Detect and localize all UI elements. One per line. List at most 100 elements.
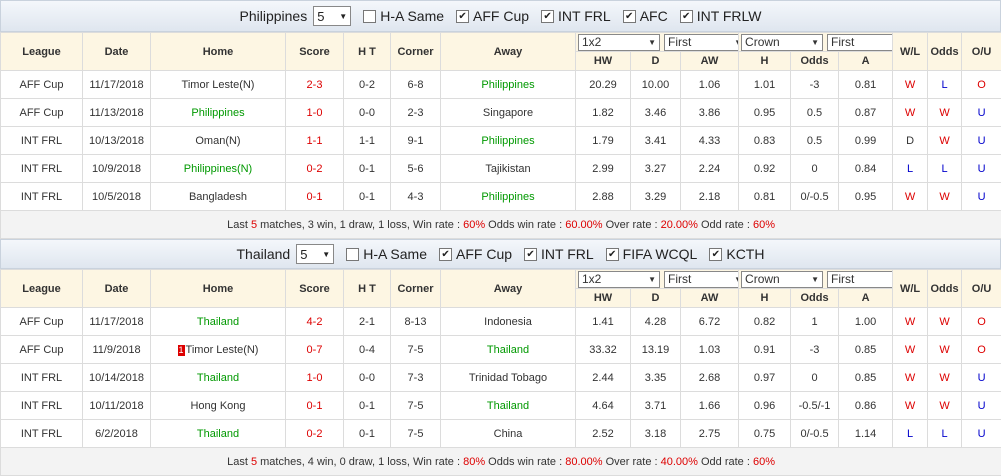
cell-date: 10/5/2018 [83,183,151,211]
summary-row: Last 5 matches, 3 win, 1 draw, 1 loss, W… [1,211,1001,239]
checkbox[interactable]: ✔ [623,10,636,23]
cell-hw: 2.88 [576,183,631,211]
cell-ht: 0-4 [344,336,391,364]
checkbox[interactable] [363,10,376,23]
cell-d: 13.19 [631,336,681,364]
checkbox[interactable]: ✔ [524,248,537,261]
odds-select[interactable]: 1x2 [578,34,660,51]
corner: 4-3 [408,191,424,203]
filter[interactable]: ✔ AFF Cup [456,8,529,24]
checkbox[interactable]: ✔ [680,10,693,23]
wl: W [905,79,915,91]
score: 2-3 [307,79,323,91]
a: 0.85 [855,344,876,356]
cell-ht: 0-1 [344,155,391,183]
cell-hw: 1.79 [576,127,631,155]
checkbox[interactable]: ✔ [709,248,722,261]
cell-away: Thailand [441,336,576,364]
odds-header: 1x2First [576,33,739,52]
d: 3.41 [645,135,666,147]
summary: Last 5 matches, 4 win, 0 draw, 1 loss, W… [1,448,1001,476]
filter[interactable]: ✔INT FRL [541,8,611,24]
cell-d: 3.18 [631,420,681,448]
filter[interactable]: ✔INT FRL [524,246,594,262]
filter[interactable]: H-A Same [363,8,444,24]
d: 3.29 [645,191,666,203]
filter[interactable]: ✔FIFA WCQL [606,246,698,262]
cell-away: Tajikistan [441,155,576,183]
column-header: A [839,289,893,308]
odds: 0/-0.5 [800,428,828,440]
summary-value: 60% [463,219,485,231]
cell-aw: 2.68 [681,364,739,392]
away: Singapore [483,107,533,119]
hw: 2.44 [592,372,613,384]
odds-select[interactable]: First [827,34,893,51]
ou: U [978,428,986,440]
odds-select[interactable]: Crown [741,271,823,288]
checkbox[interactable]: ✔ [456,10,469,23]
summary-text: matches, 4 win, 0 draw, 1 loss, Win rate… [257,456,463,468]
checkbox[interactable]: ✔ [541,10,554,23]
filter-label: AFF Cup [473,8,529,24]
a: 0.84 [855,163,876,175]
h: 0.81 [754,191,775,203]
cell-league: AFF Cup [1,308,83,336]
summary-text: Last [227,219,251,231]
odds-select[interactable]: 1x2 [578,271,660,288]
cell-odds_result: W [928,308,962,336]
cell-away: Philippines [441,71,576,99]
league: INT FRL [21,135,62,147]
home: Bangladesh [189,191,247,203]
summary-value: 40.00% [661,456,698,468]
cell-ou: U [962,364,1001,392]
d: 10.00 [642,79,670,91]
odds-select[interactable]: First [664,271,739,288]
count-select[interactable]: 5 [296,244,334,264]
column-header: League [1,270,83,308]
checkbox[interactable] [346,248,359,261]
summary-value: 80% [463,456,485,468]
cell-h: 0.91 [739,336,791,364]
odds-select[interactable]: First [827,271,893,288]
filter[interactable]: ✔ INT FRLW [680,8,762,24]
odds-result: L [942,428,948,440]
cell-d: 3.35 [631,364,681,392]
date: 11/17/2018 [89,316,143,328]
date: 10/9/2018 [92,163,141,175]
cell-aw: 6.72 [681,308,739,336]
filter[interactable]: ✔KCTH [709,246,764,262]
aw: 3.86 [699,107,720,119]
odds-select[interactable]: Crown [741,34,823,51]
count-select[interactable]: 5 [313,6,351,26]
a: 0.85 [855,372,876,384]
summary-text: Odd rate : [698,219,753,231]
ou: U [978,372,986,384]
cell-date: 11/17/2018 [83,71,151,99]
cell-hw: 33.32 [576,336,631,364]
cell-home: Thailand [151,308,286,336]
column-header: AW [681,52,739,71]
a: 0.99 [855,135,876,147]
filter[interactable]: H-A Same [346,246,427,262]
away: Tajikistan [485,163,530,175]
filter[interactable]: ✔AFF Cup [439,246,512,262]
hw: 1.41 [592,316,613,328]
cell-a: 0.84 [839,155,893,183]
checkbox[interactable]: ✔ [439,248,452,261]
cell-league: AFF Cup [1,99,83,127]
cell-league: INT FRL [1,364,83,392]
cell-wl: W [893,392,928,420]
checkbox[interactable]: ✔ [606,248,619,261]
hw: 4.64 [592,400,613,412]
wl: W [905,316,915,328]
filter-label: INT FRLW [697,8,762,24]
odds-select[interactable]: First [664,34,739,51]
filter[interactable]: ✔AFC [623,8,668,24]
cell-odds_result: L [928,71,962,99]
cell-ou: O [962,308,1001,336]
